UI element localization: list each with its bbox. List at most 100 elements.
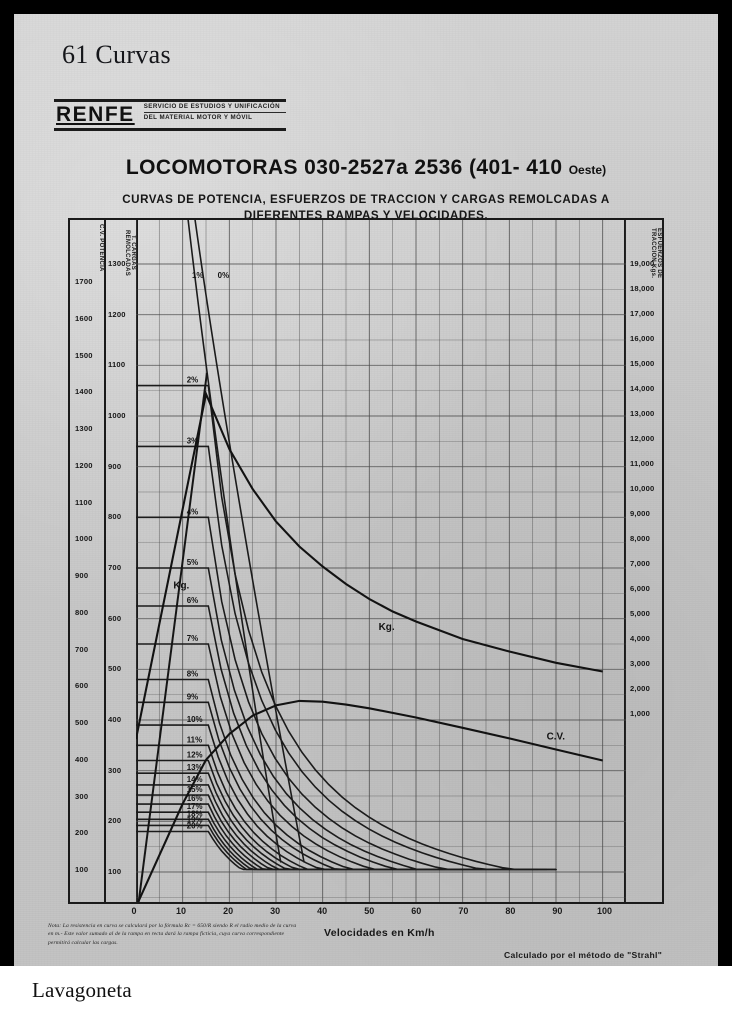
- curve-label-3pct: 3%: [187, 436, 198, 445]
- y-tick-effort-19000: 19,000: [630, 259, 655, 268]
- y-tick-effort-9000: 9,000: [630, 509, 651, 518]
- y-tick-effort-13000: 13,000: [630, 409, 655, 418]
- y-tick-power-1700: 1700: [75, 277, 93, 286]
- y-tick-load-600: 600: [108, 613, 122, 623]
- footnote-note: Nota: La resistencia en curva se calcula…: [48, 923, 297, 946]
- annotation-kg-0: Kg.: [173, 580, 189, 591]
- x-tick-0: 0: [131, 906, 137, 916]
- y-tick-power-1200: 1200: [75, 460, 93, 470]
- logo-bottom-rule: [54, 128, 286, 131]
- y-tick-power-300: 300: [75, 791, 89, 801]
- y-tick-load-1300: 1300: [108, 259, 126, 268]
- x-axis-title: Velocidades en Km/h: [324, 927, 435, 939]
- x-tick-80: 80: [505, 906, 516, 916]
- y-tick-load-400: 400: [108, 715, 122, 724]
- y-tick-power-500: 500: [75, 718, 89, 727]
- gradient-curve-11pct: [136, 744, 445, 871]
- gradient-curve-1pct: [187, 220, 282, 863]
- x-tick-20: 20: [223, 906, 234, 916]
- curve-label-9pct: 9%: [187, 692, 198, 701]
- y-tick-power-1400: 1400: [75, 387, 93, 397]
- y-tick-effort-6000: 6,000: [630, 584, 651, 593]
- curve-label-8pct: 8%: [187, 669, 198, 678]
- y-tick-effort-10000: 10,000: [630, 484, 655, 493]
- y-axis-power-cv: C.V. POTENCIA 1700 1600 1500 1400 1300 1200 11…: [70, 220, 106, 902]
- y-tick-effort-16000: 16,000: [630, 334, 655, 343]
- chart-main-title: LOCOMOTORAS 030-2527a 2536 (401- 410 Oes…: [14, 156, 718, 180]
- curve-label-7pct: 7%: [187, 634, 198, 643]
- y-tick-effort-17000: 17,000: [630, 309, 655, 318]
- footer-bar: [0, 966, 732, 1024]
- curve-label-2pct: 2%: [187, 376, 198, 385]
- curve-label-20pct: 20%: [187, 821, 203, 830]
- x-tick-40: 40: [317, 906, 328, 916]
- y-tick-power-200: 200: [75, 828, 89, 838]
- y-axis-hauled-loads: T. CARGAS REMOLCADAS 1300 1200 1100 1000 900…: [104, 220, 138, 902]
- y-tick-power-1100: 1100: [75, 497, 93, 507]
- renfe-logo-block: RENFE SERVICIO DE ESTUDIOS Y UNIFICACIÓN…: [54, 99, 286, 131]
- y-axis-tractive-effort: ESFUERZOS DE TRACCION Kgs. 19,000 18,000 1…: [624, 220, 662, 902]
- y-tick-effort-4000: 4,000: [630, 634, 651, 643]
- y-tick-effort-5000: 5,000: [630, 609, 651, 618]
- y-tick-load-800: 800: [108, 512, 122, 522]
- y-tick-load-700: 700: [108, 563, 122, 572]
- y-tick-effort-8000: 8,000: [630, 534, 651, 543]
- y-tick-effort-1000: 1,000: [630, 709, 651, 718]
- x-tick-70: 70: [458, 906, 469, 916]
- curve-label-13pct: 13%: [187, 763, 203, 772]
- logo-subtitle-block: SERVICIO DE ESTUDIOS Y UNIFICACIÓN DEL M…: [140, 102, 286, 128]
- y-axis-power-header: C.V. POTENCIA: [70, 224, 104, 282]
- y-tick-load-1200: 1200: [108, 309, 126, 319]
- y-tick-load-1000: 1000: [108, 411, 126, 420]
- x-tick-90: 90: [552, 906, 563, 916]
- y-tick-power-600: 600: [75, 681, 89, 691]
- curve-label-1pct: 1%: [192, 271, 203, 280]
- y-axis-hauled-loads-header-text: T. CARGAS REMOLCADAS: [124, 230, 136, 276]
- gradient-curve-14pct: [136, 784, 394, 871]
- curve-label-12pct: 12%: [187, 751, 203, 760]
- y-tick-effort-15000: 15,000: [630, 359, 655, 368]
- power-curve: [137, 699, 603, 902]
- y-tick-power-100: 100: [75, 865, 89, 874]
- scanned-document-page: 61 Curvas RENFE SERVICIO DE ESTUDIOS Y U…: [14, 14, 718, 966]
- gradient-curve-0pct: [194, 220, 305, 863]
- page-caption: 61 Curvas: [62, 40, 171, 69]
- y-tick-load-200: 200: [108, 816, 122, 826]
- y-tick-effort-18000: 18,000: [630, 284, 655, 293]
- chart-subtitle-line-1: CURVAS DE POTENCIA, ESFUERZOS DE TRACCIO…: [122, 193, 610, 206]
- y-axis-tractive-effort-header-text: ESFUERZOS DE TRACCION Kgs.: [650, 227, 662, 279]
- curve-label-14pct: 14%: [187, 775, 203, 784]
- chart-main-title-suffix: Oeste): [568, 163, 607, 177]
- x-tick-50: 50: [364, 906, 375, 916]
- y-tick-effort-2000: 2,000: [630, 684, 651, 693]
- curve-label-4pct: 4%: [187, 507, 198, 516]
- logo-subtitle-line-2: DEL MATERIAL MOTOR Y MÓVIL: [143, 113, 253, 121]
- logo-top-rule: [54, 99, 286, 102]
- y-tick-power-900: 900: [75, 571, 89, 580]
- gradient-load-curves: [136, 220, 557, 871]
- footnote-method: Calculado por el método de "Strahl": [504, 950, 663, 960]
- y-tick-effort-11000: 11,000: [630, 459, 655, 468]
- y-tick-power-400: 400: [75, 754, 89, 764]
- y-tick-power-700: 700: [75, 644, 89, 654]
- x-tick-100: 100: [596, 906, 612, 916]
- y-axis-hauled-loads-header: T. CARGAS REMOLCADAS: [104, 224, 136, 282]
- chart-main-title-text: LOCOMOTORAS 030-2527a 2536 (401- 410: [125, 156, 569, 179]
- x-tick-60: 60: [411, 906, 422, 916]
- logo-body: RENFE SERVICIO DE ESTUDIOS Y UNIFICACIÓN…: [54, 102, 286, 128]
- x-axis-tick-labels: 0 10 20 30 40 50 60 70 80 90 100: [68, 906, 664, 922]
- x-tick-10: 10: [176, 906, 187, 916]
- annotation-kg-1: Kg.: [379, 622, 395, 633]
- annotation-cv-2: C.V.: [547, 732, 566, 743]
- gradient-curve-2pct: [136, 384, 557, 871]
- chart-frame: C.V. POTENCIA 1700 1600 1500 1400 1300 1200 11…: [68, 218, 664, 904]
- y-tick-load-100: 100: [108, 867, 122, 876]
- curve-label-17pct: 17%: [187, 802, 203, 811]
- curve-label-15pct: 15%: [187, 785, 203, 794]
- curve-label-19pct: 19%: [187, 815, 203, 824]
- curve-label-10pct: 10%: [187, 715, 203, 724]
- y-tick-power-800: 800: [75, 607, 89, 617]
- y-tick-effort-7000: 7,000: [630, 559, 651, 568]
- gradient-curve-20pct: [136, 830, 324, 871]
